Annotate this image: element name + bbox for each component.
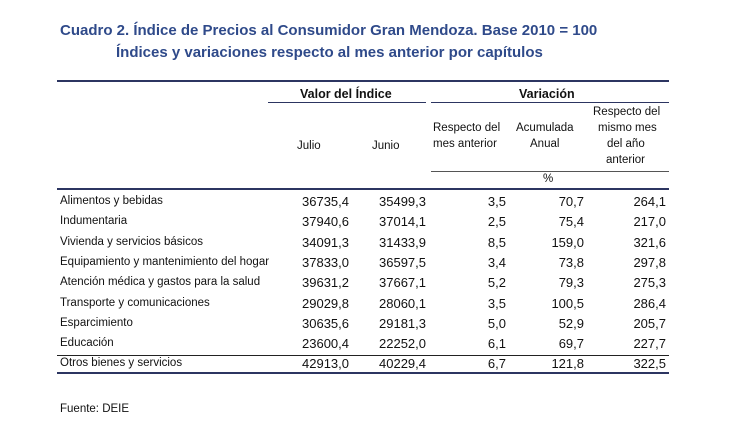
source-note: Fuente: DEIE [60,403,130,415]
cell-junio: 22252,0 [379,336,426,351]
cell-junio: 37667,1 [379,275,426,290]
cell-acum: 100,5 [551,296,584,311]
cell-julio: 23600,4 [302,336,349,351]
cell-anual: 227,7 [633,336,666,351]
group-rule-index [268,102,426,103]
col-header-cum-1: Acumulada [516,122,574,134]
cell-julio: 34091,3 [302,235,349,250]
cell-acum: 75,4 [558,214,584,229]
cell-anual: 297,8 [633,255,666,270]
group-rule-variation [431,102,669,103]
cell-mes: 2,5 [487,214,506,229]
table-title: Cuadro 2. Índice de Precios al Consumido… [60,22,598,39]
cell-mes: 6,7 [487,356,506,371]
cell-acum: 79,3 [558,275,584,290]
group-header-variation: Variación [519,87,575,101]
cell-anual: 275,3 [633,275,666,290]
top-rule [57,80,669,82]
cell-mes: 8,5 [487,235,506,250]
cell-mes: 5,2 [487,275,506,290]
cell-acum: 121,8 [551,356,584,371]
row-label: Esparcimiento [60,317,133,329]
cell-anual: 217,0 [633,214,666,229]
col-header-july: Julio [297,140,321,152]
row-label: Vivienda y servicios básicos [60,236,203,248]
cell-acum: 52,9 [558,316,584,331]
cell-junio: 40229,4 [379,356,426,371]
group-header-index: Valor del Índice [300,87,392,101]
cell-julio: 29029,8 [302,296,349,311]
bottom-rule [57,372,669,374]
cell-anual: 264,1 [633,194,666,209]
row-label: Alimentos y bebidas [60,195,163,207]
percent-rule [431,171,669,172]
col-header-yoy-3: del año [607,138,645,150]
col-header-yoy-1: Respecto del [593,106,661,118]
last-row-rule [57,355,669,356]
header-bottom-rule [57,188,669,190]
cell-anual: 286,4 [633,296,666,311]
cell-anual: 322,5 [633,356,666,371]
cell-junio: 29181,3 [379,316,426,331]
col-header-yoy-4: anterior [606,154,645,166]
row-label: Equipamiento y mantenimiento del hogar [60,256,270,268]
row-label: Indumentaria [60,215,128,227]
table-subtitle: Índices y variaciones respecto al mes an… [116,44,543,61]
cell-mes: 3,5 [487,296,506,311]
cell-mes: 6,1 [487,336,506,351]
col-header-yoy-2: mismo mes [598,122,657,134]
col-header-prev-month-2: mes anterior [433,138,497,150]
row-label: Atención médica y gastos para la salud [60,276,261,288]
cell-julio: 37833,0 [302,255,349,270]
row-label: Transporte y comunicaciones [60,297,210,309]
cell-julio: 37940,6 [302,214,349,229]
cell-anual: 205,7 [633,316,666,331]
cell-mes: 3,5 [487,194,506,209]
cell-julio: 30635,6 [302,316,349,331]
col-header-prev-month-1: Respecto del [433,122,501,134]
cell-julio: 42913,0 [302,356,349,371]
cell-acum: 73,8 [558,255,584,270]
cell-junio: 31433,9 [379,235,426,250]
cell-junio: 35499,3 [379,194,426,209]
percent-unit: % [543,173,554,185]
col-header-june: Junio [372,140,400,152]
row-label: Otros bienes y servicios [60,357,183,369]
cell-julio: 36735,4 [302,194,349,209]
cell-acum: 70,7 [558,194,584,209]
cell-anual: 321,6 [633,235,666,250]
cell-junio: 37014,1 [379,214,426,229]
cell-mes: 5,0 [487,316,506,331]
cell-mes: 3,4 [487,255,506,270]
cell-acum: 159,0 [551,235,584,250]
col-header-cum-2: Anual [530,138,560,150]
cell-junio: 28060,1 [379,296,426,311]
cell-junio: 36597,5 [379,255,426,270]
cell-acum: 69,7 [558,336,584,351]
cell-julio: 39631,2 [302,275,349,290]
row-label: Educación [60,337,114,349]
